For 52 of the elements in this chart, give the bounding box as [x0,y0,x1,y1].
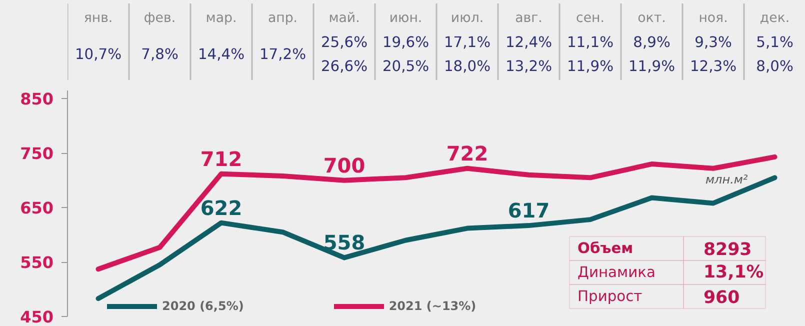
category-label: сен. [576,11,604,26]
data-label: 14,4% [198,46,245,63]
data-label: 8,0% [756,58,794,75]
data-label: 9,3% [694,34,732,51]
annotation: Динамика [578,264,656,281]
data-label: 18,0% [444,58,491,75]
data-label: 13,2% [505,58,552,75]
data-label: 7,8% [141,46,178,63]
category-label: авг. [515,11,542,26]
data-label: 5,1% [756,34,794,51]
y-tick-label: 850 [20,90,54,109]
data-label: 11,9% [628,58,676,75]
category-label: ноя. [698,11,728,26]
legend-label: 2021 (~13%) [388,299,476,313]
annotation: Прирост [578,288,643,305]
y-tick-label: 450 [20,308,54,326]
category-label: мар. [206,11,237,26]
data-label: 622 [200,196,242,220]
annotation: 960 [704,288,740,308]
data-label: 617 [508,198,550,223]
data-label: 12,3% [690,58,737,75]
data-label: 17,2% [259,46,306,63]
annotation: 8293 [704,240,752,260]
data-label: 8,9% [633,34,670,51]
y-tick-label: 550 [20,253,54,272]
data-label: 558 [323,230,366,255]
category-label: дек. [760,11,790,26]
data-label: 722 [446,141,488,166]
data-label: 700 [323,153,366,178]
annotation: млн.м² [706,172,748,186]
data-label: 712 [200,146,242,171]
data-label: 10,7% [74,46,122,63]
category-label: янв. [84,11,113,26]
data-label: 25,6% [320,34,368,51]
y-tick-label: 750 [20,144,54,164]
category-label: май. [328,11,360,26]
category-label: июн. [389,11,422,26]
category-label: окт. [638,11,666,26]
y-tick-label: 650 [20,198,54,218]
data-label: 12,4% [505,34,552,51]
data-label: 20,5% [382,58,430,75]
data-label: 19,6% [382,34,430,51]
category-label: фев. [144,11,176,26]
legend-label: 2020 (6,5%) [162,299,244,313]
annotation: Объем [578,240,634,257]
data-label: 11,9% [566,58,614,75]
category-label: апр. [268,11,298,26]
data-label: 11,1% [566,34,614,51]
data-label: 26,6% [320,58,368,75]
data-label: 17,1% [444,34,491,51]
category-label: июл. [450,11,484,26]
annotation: 13,1% [704,262,764,282]
